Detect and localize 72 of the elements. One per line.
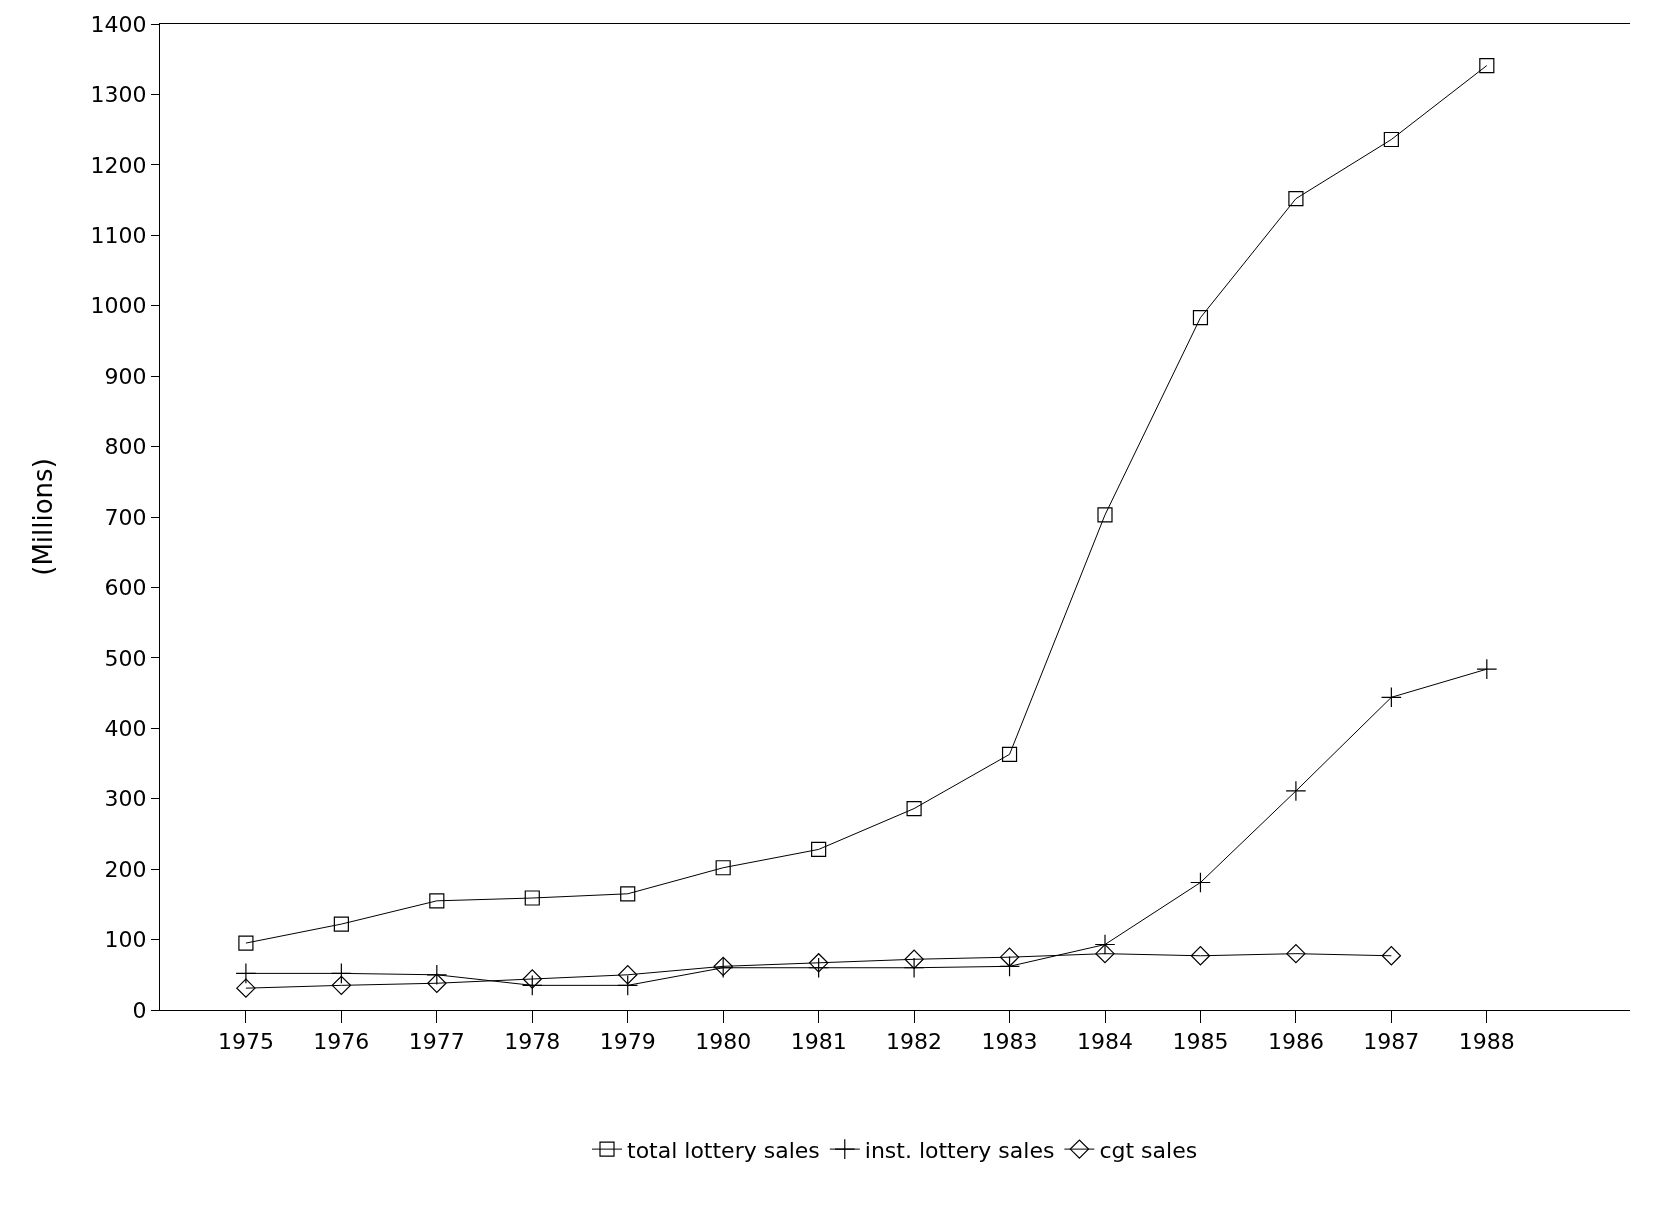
point bbox=[1381, 946, 1402, 966]
y-tick-label: 1100 bbox=[90, 222, 147, 248]
point bbox=[238, 935, 254, 951]
y-tick-label: 500 bbox=[104, 645, 147, 671]
point bbox=[617, 974, 639, 996]
point bbox=[903, 957, 925, 979]
x-tick-label: 1980 bbox=[695, 1029, 752, 1055]
x-tick-label: 1978 bbox=[504, 1029, 561, 1055]
x-tick-label: 1985 bbox=[1172, 1029, 1229, 1055]
y-tick-label: 400 bbox=[104, 715, 147, 741]
legend-label: inst. lottery sales bbox=[864, 1137, 1055, 1163]
y-axis-title: (Millions) bbox=[28, 458, 58, 576]
point bbox=[1095, 943, 1115, 964]
point bbox=[522, 969, 542, 989]
y-tick-label: 0 bbox=[132, 997, 147, 1023]
y-tick-label: 1300 bbox=[90, 82, 147, 108]
point bbox=[426, 964, 448, 986]
legend-label: total lottery sales bbox=[627, 1137, 820, 1163]
x-tick-label: 1982 bbox=[886, 1029, 943, 1055]
x-tick-label: 1981 bbox=[790, 1029, 847, 1055]
point bbox=[1285, 780, 1307, 802]
point bbox=[236, 978, 256, 998]
x-tick-label: 1976 bbox=[313, 1029, 370, 1055]
point bbox=[1288, 191, 1304, 207]
y-tick-label: 100 bbox=[104, 927, 147, 953]
point bbox=[235, 962, 257, 984]
point bbox=[331, 975, 352, 996]
point bbox=[1479, 57, 1495, 74]
y-tick-label: 900 bbox=[104, 363, 147, 389]
y-tick-label: 200 bbox=[104, 856, 147, 882]
point bbox=[1383, 131, 1399, 148]
x-tick-label: 1983 bbox=[981, 1029, 1038, 1055]
y-tick-label: 1200 bbox=[90, 152, 147, 178]
x-tick-label: 1986 bbox=[1267, 1029, 1324, 1055]
point bbox=[333, 916, 349, 932]
x-tick-label: 1977 bbox=[408, 1029, 465, 1055]
point bbox=[808, 957, 830, 979]
point bbox=[1094, 934, 1116, 955]
point bbox=[904, 949, 924, 969]
legend-label: cgt sales bbox=[1099, 1137, 1198, 1163]
point bbox=[811, 841, 827, 858]
point bbox=[808, 953, 829, 973]
point bbox=[429, 893, 445, 909]
point bbox=[427, 973, 447, 993]
point bbox=[618, 965, 638, 985]
y-tick-label: 800 bbox=[104, 434, 147, 460]
point bbox=[1001, 746, 1018, 762]
point bbox=[521, 974, 543, 996]
y-tick-label: 1400 bbox=[90, 11, 147, 37]
point bbox=[999, 947, 1020, 967]
point bbox=[524, 890, 540, 906]
point bbox=[906, 800, 922, 817]
x-tick-label: 1979 bbox=[599, 1029, 656, 1055]
x-tick-label: 1988 bbox=[1458, 1029, 1515, 1055]
point bbox=[999, 955, 1020, 977]
x-tick-label: 1987 bbox=[1363, 1029, 1420, 1055]
point bbox=[1192, 310, 1209, 326]
point bbox=[1286, 943, 1306, 964]
point bbox=[1190, 946, 1211, 966]
y-tick-label: 600 bbox=[104, 575, 147, 601]
point bbox=[715, 860, 731, 876]
x-tick-label: 1975 bbox=[217, 1029, 274, 1055]
point bbox=[330, 962, 352, 984]
point bbox=[1190, 872, 1211, 893]
y-tick-label: 1000 bbox=[90, 293, 147, 319]
y-tick-label: 700 bbox=[104, 504, 147, 530]
point bbox=[620, 886, 636, 902]
point bbox=[1380, 686, 1402, 708]
y-tick-label: 300 bbox=[104, 786, 147, 812]
x-tick-label: 1984 bbox=[1077, 1029, 1133, 1055]
point bbox=[1097, 507, 1113, 523]
point bbox=[1476, 658, 1498, 680]
